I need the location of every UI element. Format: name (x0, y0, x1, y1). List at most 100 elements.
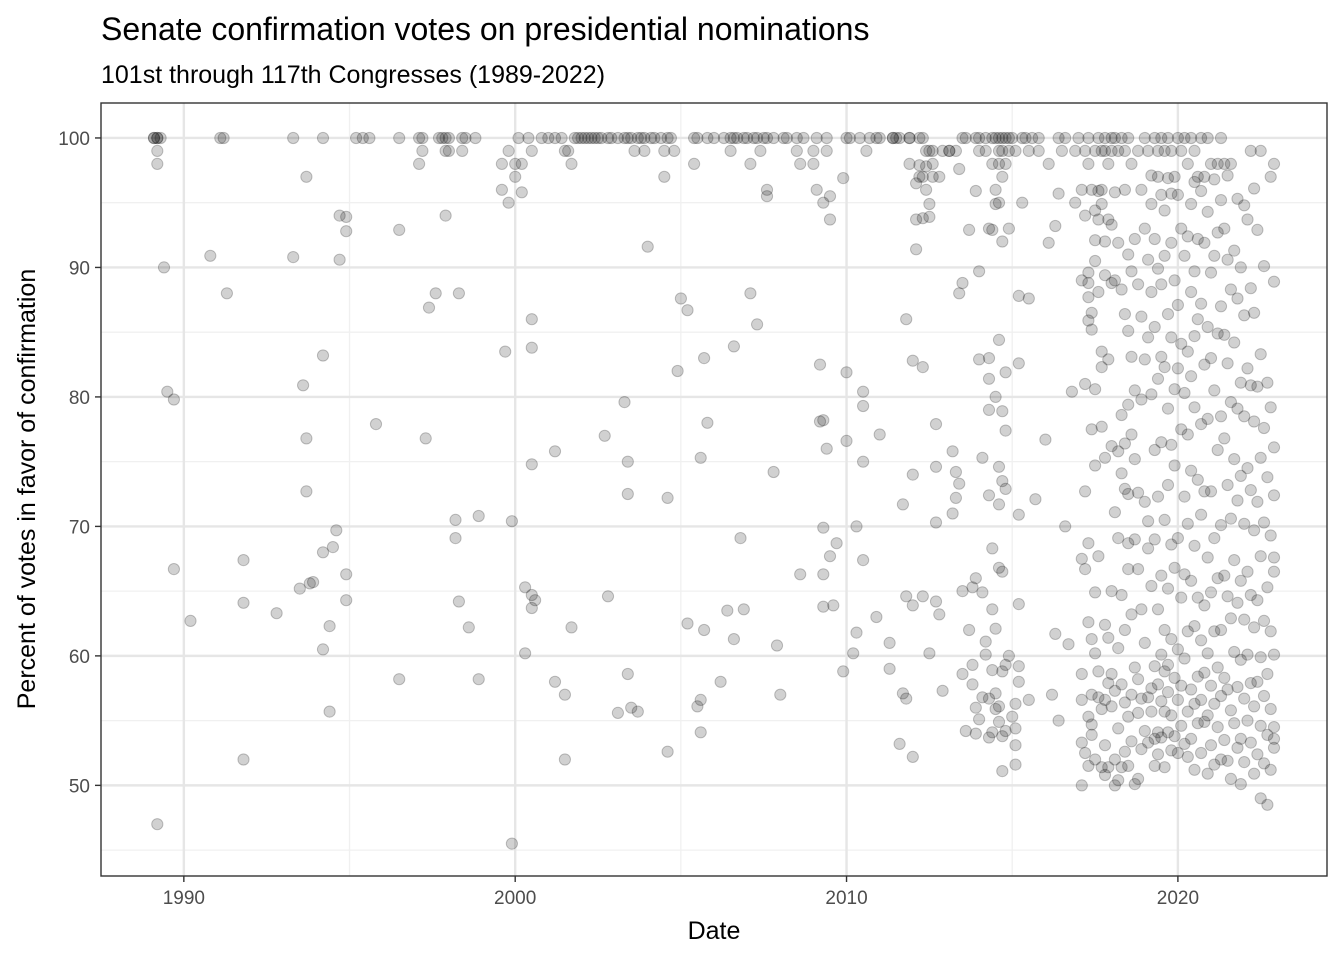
data-point (1055, 144, 1069, 157)
data-point (548, 131, 562, 145)
data-point (1128, 778, 1141, 791)
data-point (1238, 613, 1251, 626)
data-point (953, 162, 966, 176)
data-point (1145, 388, 1158, 401)
data-point (1211, 443, 1224, 457)
data-point (820, 131, 833, 145)
data-point (1171, 643, 1185, 656)
data-point (1158, 623, 1171, 637)
data-point (976, 586, 989, 599)
data-point (1248, 621, 1261, 634)
data-point (1155, 731, 1168, 744)
data-point (287, 131, 300, 145)
data-point (1201, 412, 1214, 425)
data-point (1165, 709, 1178, 722)
data-point (777, 131, 790, 145)
data-point (1165, 331, 1178, 344)
data-point (1188, 265, 1201, 278)
data-point (1251, 594, 1264, 607)
data-point (817, 196, 830, 209)
data-point (1095, 345, 1108, 358)
data-point (906, 750, 919, 764)
data-point (810, 131, 823, 145)
data-point (992, 157, 1006, 170)
chart-subtitle: 101st through 117th Congresses (1989-202… (101, 61, 605, 89)
data-point (996, 144, 1009, 157)
data-point (896, 498, 910, 511)
data-point (837, 172, 850, 185)
data-point (1211, 721, 1224, 734)
data-point (1228, 554, 1241, 567)
data-point (217, 131, 230, 145)
data-point (535, 131, 548, 145)
data-point (910, 213, 923, 226)
data-point (157, 261, 171, 274)
data-point (1089, 144, 1102, 157)
data-point (393, 673, 406, 686)
data-point (1257, 421, 1271, 435)
data-point (1175, 719, 1188, 732)
data-point (1102, 213, 1115, 226)
data-point (986, 542, 999, 555)
data-point (1052, 714, 1065, 727)
data-point (734, 532, 747, 545)
chart-title: Senate confirmation votes on presidentia… (101, 11, 869, 47)
data-point (297, 379, 310, 392)
data-point (989, 197, 1002, 211)
data-point (1079, 144, 1092, 157)
data-point (1085, 688, 1098, 701)
data-point (1195, 693, 1208, 707)
data-point (582, 131, 595, 145)
data-point (823, 190, 837, 203)
data-point (724, 144, 737, 157)
data-point (827, 599, 840, 612)
data-point (1089, 234, 1102, 247)
data-point (1082, 314, 1095, 327)
data-point (363, 131, 376, 145)
data-point (1191, 670, 1204, 683)
data-point (1224, 512, 1238, 525)
data-point (1012, 660, 1025, 673)
data-point (1079, 209, 1092, 222)
data-point (512, 131, 525, 145)
data-point (1059, 131, 1072, 145)
data-point (1115, 467, 1128, 480)
data-point (509, 157, 522, 170)
data-point (1079, 377, 1092, 391)
data-point (1069, 196, 1082, 209)
data-point (340, 568, 353, 581)
data-point (1009, 722, 1022, 735)
data-point (979, 635, 992, 648)
data-point (999, 482, 1012, 495)
data-point (973, 353, 986, 366)
data-point (1135, 393, 1148, 406)
data-point (1075, 736, 1088, 749)
data-point (837, 665, 850, 678)
data-point (893, 131, 906, 145)
data-point (1221, 357, 1234, 370)
data-point (1155, 131, 1168, 145)
data-point (873, 131, 886, 145)
data-point (1108, 753, 1122, 766)
data-point (1208, 625, 1221, 638)
data-point (1251, 495, 1264, 508)
y-tick-label: 90 (69, 258, 90, 279)
x-tick-label: 2010 (825, 888, 867, 909)
data-point (625, 701, 638, 714)
data-point (857, 455, 870, 468)
data-point (767, 131, 780, 145)
data-point (618, 396, 631, 409)
data-point (644, 131, 658, 145)
data-point (1022, 144, 1035, 157)
data-point (621, 131, 634, 145)
data-point (996, 565, 1009, 578)
data-point (1198, 666, 1211, 679)
data-point (1098, 451, 1112, 464)
data-point (1195, 634, 1208, 647)
data-point (929, 460, 943, 473)
data-point (1161, 726, 1175, 739)
data-point (1092, 285, 1105, 299)
data-point (1042, 157, 1055, 170)
data-point (923, 647, 936, 660)
data-point (1185, 683, 1198, 696)
